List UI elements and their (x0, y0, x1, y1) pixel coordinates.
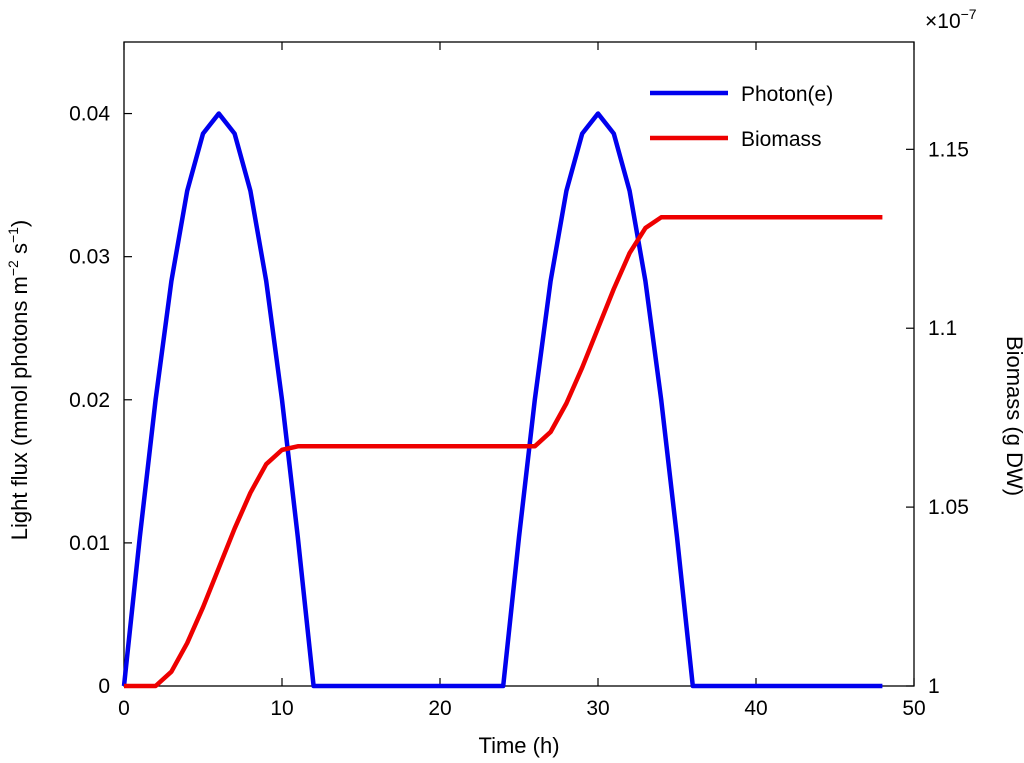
x-ticks: 0 10 20 30 40 50 (118, 42, 926, 720)
legend-label-biomass: Biomass (741, 128, 822, 151)
right-y-axis-title: Biomass (g DW) (1002, 336, 1024, 496)
right-y-tick-label: 1 (928, 675, 940, 698)
legend-label-photon: Photon(e) (741, 83, 833, 106)
plot-area (123, 41, 915, 687)
left-y-tick-label: 0.02 (69, 389, 110, 412)
right-y-ticks: 1 1.05 1.1 1.15 (906, 138, 969, 698)
right-y-tick-label: 1.05 (928, 496, 969, 519)
series-layer (121, 111, 883, 689)
x-tick-label: 20 (428, 697, 451, 720)
x-tick-label: 30 (586, 697, 609, 720)
x-axis-title: Time (h) (478, 733, 559, 758)
series-line-photon-e (121, 111, 883, 689)
left-y-tick-label: 0.03 (69, 246, 110, 269)
right-y-tick-label: 1.1 (928, 317, 957, 340)
left-y-tick-label: 0.04 (69, 103, 110, 126)
left-y-tick-label: 0 (98, 675, 110, 698)
left-y-tick-label: 0.01 (69, 532, 110, 555)
x-tick-label: 50 (902, 697, 925, 720)
legend: Photon(e) Biomass (650, 83, 833, 151)
left-y-ticks: 0 0.01 0.02 0.03 0.04 (69, 103, 132, 698)
left-y-axis-title: Light flux (mmol photons m−2 s−1) (5, 220, 32, 541)
series-line-biomass (124, 215, 883, 689)
right-y-exponent: ×10−7 (925, 6, 977, 33)
x-tick-label: 0 (118, 697, 130, 720)
x-tick-label: 10 (270, 697, 293, 720)
right-y-tick-label: 1.15 (928, 138, 969, 161)
x-tick-label: 40 (744, 697, 767, 720)
